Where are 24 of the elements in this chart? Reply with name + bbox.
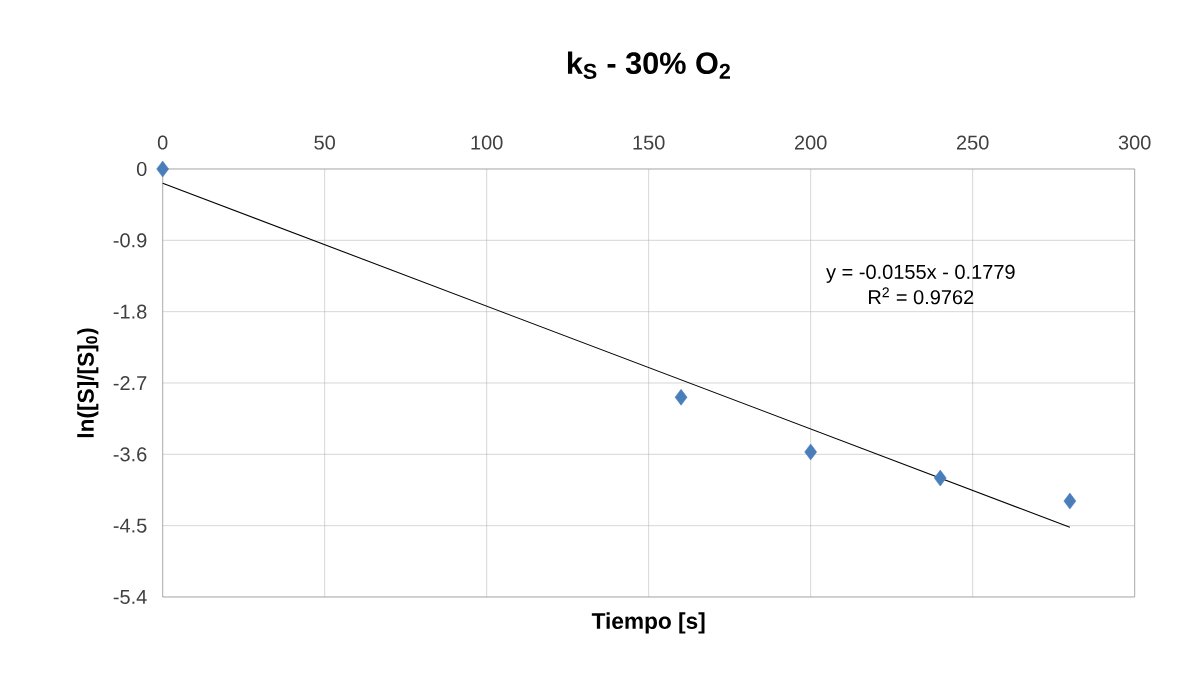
point xyxy=(934,469,947,487)
y-tick-label: -3.6 xyxy=(113,447,147,462)
annotation: R$^{2}$ = 0.9762 xyxy=(869,287,974,305)
y-tick-label: -2.7 xyxy=(113,376,147,390)
x-tick-label: 250 xyxy=(956,135,989,150)
x-tick-label: 300 xyxy=(1118,135,1151,150)
point xyxy=(156,160,169,178)
x-tick-label: 150 xyxy=(633,135,665,150)
annotation: y = -0.0155x - 0.1779 xyxy=(826,264,1015,283)
point xyxy=(804,443,817,461)
chart-title: k$_{S}$ - 30% O$_{2}$ xyxy=(567,51,730,79)
x-tick-label: 100 xyxy=(471,135,503,150)
x-tick-label: 0 xyxy=(157,135,168,150)
y-tick-label: 0 xyxy=(136,161,147,177)
point xyxy=(674,388,688,406)
y-tick-label: -5.4 xyxy=(113,590,147,604)
x-tick-label: 200 xyxy=(794,135,827,150)
point xyxy=(1063,492,1077,510)
x-tick-label: 50 xyxy=(314,135,335,150)
x-axis-title: Tiempo [s] xyxy=(591,612,705,634)
y-tick-label: -0.9 xyxy=(113,233,147,248)
y-tick-label: -4.5 xyxy=(113,518,147,533)
y-tick-label: -1.8 xyxy=(113,304,147,319)
y-axis-title: ln([S]/[S]$_{0}$) xyxy=(77,328,99,438)
